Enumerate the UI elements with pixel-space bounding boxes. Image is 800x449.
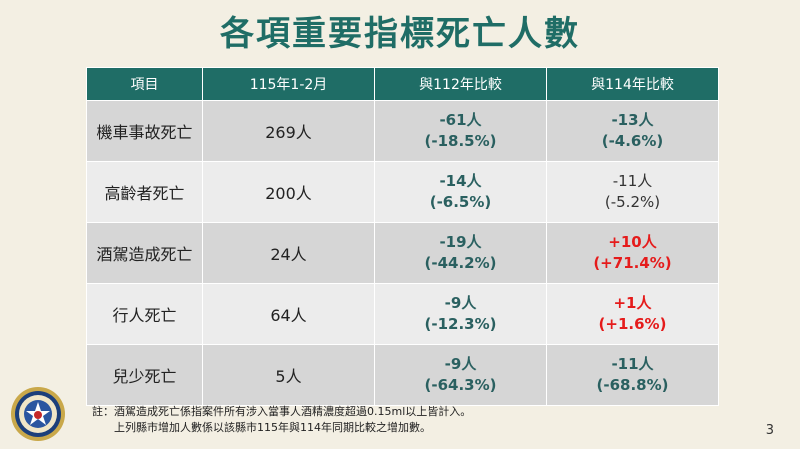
delta-count: -9人 — [444, 355, 477, 373]
row-vs114: -11人 (-5.2%) — [546, 161, 719, 223]
row-vs112: -61人 (-18.5%) — [374, 100, 547, 162]
delta-percent: (-6.5%) — [429, 193, 492, 211]
delta-count: -11人 — [612, 172, 653, 190]
delta-count: +1人 — [613, 294, 652, 312]
table-row: 機車事故死亡 269人 -61人 (-18.5%) -13人 (-4.6%) — [86, 100, 719, 162]
police-emblem-icon — [10, 386, 66, 442]
delta-count: -61人 — [439, 111, 482, 129]
delta-percent: (+71.4%) — [593, 254, 672, 272]
row-vs112: -9人 (-64.3%) — [374, 344, 547, 406]
column-header-vs112: 與112年比較 — [374, 67, 547, 101]
delta-percent: (-44.2%) — [424, 254, 497, 272]
row-vs114: +10人 (+71.4%) — [546, 222, 719, 284]
row-value: 5人 — [202, 344, 375, 406]
footnote: 註：酒駕造成死亡係指案件所有涉入當事人酒精濃度超過0.15ml以上皆計入。 上列… — [92, 404, 471, 436]
page-title: 各項重要指標死亡人數 — [220, 14, 580, 54]
row-vs112: -9人 (-12.3%) — [374, 283, 547, 345]
delta-percent: (-4.6%) — [601, 132, 664, 150]
delta-count: -9人 — [444, 294, 477, 312]
column-header-period: 115年1-2月 — [202, 67, 375, 101]
row-label: 酒駕造成死亡 — [86, 222, 203, 284]
table-row: 行人死亡 64人 -9人 (-12.3%) +1人 (+1.6%) — [86, 283, 719, 345]
row-vs112: -14人 (-6.5%) — [374, 161, 547, 223]
table-row: 兒少死亡 5人 -9人 (-64.3%) -11人 (-68.8%) — [86, 344, 719, 406]
row-value: 64人 — [202, 283, 375, 345]
delta-percent: (-5.2%) — [604, 193, 661, 211]
delta-count: -13人 — [611, 111, 654, 129]
delta-percent: (-18.5%) — [424, 132, 497, 150]
row-label: 兒少死亡 — [86, 344, 203, 406]
table-row: 高齡者死亡 200人 -14人 (-6.5%) -11人 (-5.2%) — [86, 161, 719, 223]
column-header-item: 項目 — [86, 67, 203, 101]
footnote-line: 註：酒駕造成死亡係指案件所有涉入當事人酒精濃度超過0.15ml以上皆計入。 — [92, 405, 472, 418]
table-row: 酒駕造成死亡 24人 -19人 (-44.2%) +10人 (+71.4%) — [86, 222, 719, 284]
delta-count: -14人 — [439, 172, 482, 190]
row-vs114: -11人 (-68.8%) — [546, 344, 719, 406]
row-value: 269人 — [202, 100, 375, 162]
column-header-vs114: 與114年比較 — [546, 67, 719, 101]
row-vs114: +1人 (+1.6%) — [546, 283, 719, 345]
delta-percent: (+1.6%) — [598, 315, 667, 333]
row-label: 高齡者死亡 — [86, 161, 203, 223]
delta-count: -19人 — [439, 233, 482, 251]
delta-count: -11人 — [611, 355, 654, 373]
row-value: 24人 — [202, 222, 375, 284]
table-header-row: 項目 115年1-2月 與112年比較 與114年比較 — [86, 67, 719, 101]
footnote-line: 上列縣市增加人數係以該縣市115年與114年同期比較之增加數。 — [114, 421, 431, 434]
row-vs114: -13人 (-4.6%) — [546, 100, 719, 162]
page-number: 3 — [765, 423, 774, 438]
delta-percent: (-12.3%) — [424, 315, 497, 333]
delta-count: +10人 — [608, 233, 657, 251]
row-vs112: -19人 (-44.2%) — [374, 222, 547, 284]
indicator-table: 項目 115年1-2月 與112年比較 與114年比較 機車事故死亡 269人 … — [86, 67, 719, 406]
delta-percent: (-68.8%) — [596, 376, 669, 394]
row-value: 200人 — [202, 161, 375, 223]
row-label: 行人死亡 — [86, 283, 203, 345]
delta-percent: (-64.3%) — [424, 376, 497, 394]
row-label: 機車事故死亡 — [86, 100, 203, 162]
